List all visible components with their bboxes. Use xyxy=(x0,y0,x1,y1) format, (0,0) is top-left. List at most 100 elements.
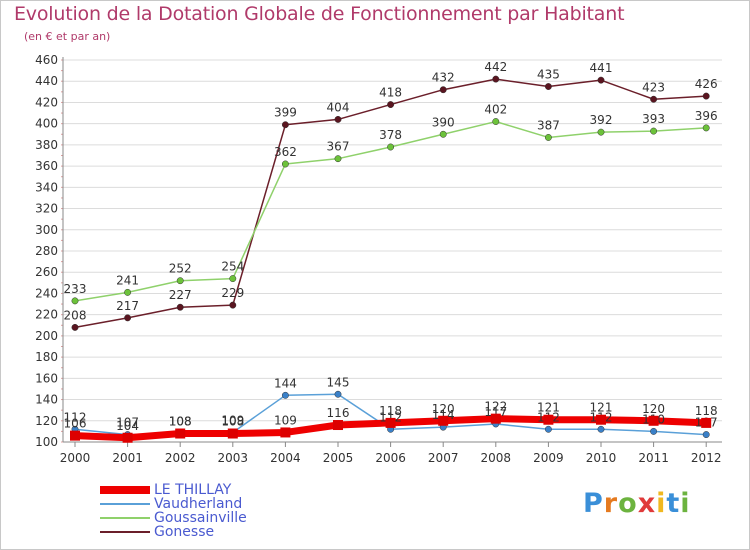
x-tick-label: 2004 xyxy=(270,451,301,465)
data-label-le-thillay: 121 xyxy=(537,401,560,415)
data-point-le-thillay xyxy=(648,415,659,426)
legend-label: Goussainville xyxy=(154,510,247,526)
data-label-vaudherland: 112 xyxy=(379,410,402,424)
chart-subtitle: (en € et par an) xyxy=(24,30,111,43)
y-tick-label: 200 xyxy=(35,329,58,343)
y-tick-label: 380 xyxy=(35,138,58,152)
x-tick-label: 2001 xyxy=(112,451,143,465)
data-point-gonesse xyxy=(124,314,132,322)
data-label-gonesse: 208 xyxy=(64,308,87,322)
chart-title: Evolution de la Dotation Globale de Fonc… xyxy=(14,3,625,25)
data-label-goussainville: 233 xyxy=(64,282,87,296)
data-point-le-thillay xyxy=(227,428,238,439)
data-point-gonesse xyxy=(650,95,658,103)
x-tick-label: 2009 xyxy=(533,451,564,465)
data-point-gonesse xyxy=(439,86,447,94)
legend-swatch xyxy=(100,503,150,505)
data-label-le-thillay: 108 xyxy=(221,415,244,429)
legend-item: Gonesse xyxy=(100,525,247,539)
data-label-vaudherland: 109 xyxy=(221,413,244,427)
data-label-vaudherland: 114 xyxy=(432,408,455,422)
data-label-goussainville: 396 xyxy=(695,109,718,123)
y-tick-label: 460 xyxy=(35,53,58,67)
data-label-goussainville: 241 xyxy=(116,273,139,287)
data-point-vaudherland xyxy=(650,427,658,435)
data-label-goussainville: 378 xyxy=(379,128,402,142)
data-point-goussainville xyxy=(176,277,184,285)
data-point-gonesse xyxy=(229,301,237,309)
data-point-goussainville xyxy=(281,160,289,168)
data-point-goussainville xyxy=(229,275,237,283)
data-label-goussainville: 387 xyxy=(537,118,560,132)
legend-swatch xyxy=(100,486,150,494)
data-label-vaudherland: 107 xyxy=(116,416,139,430)
data-label-vaudherland: 117 xyxy=(484,405,507,419)
legend-swatch xyxy=(100,531,150,533)
data-label-goussainville: 393 xyxy=(642,112,665,126)
data-label-gonesse: 426 xyxy=(695,77,718,91)
x-tick-label: 2011 xyxy=(638,451,669,465)
data-point-goussainville xyxy=(334,155,342,163)
y-tick-label: 240 xyxy=(35,286,58,300)
data-point-vaudherland xyxy=(544,425,552,433)
legend-label: LE THILLAY xyxy=(154,482,232,498)
y-tick-label: 220 xyxy=(35,308,58,322)
data-label-gonesse: 399 xyxy=(274,106,297,120)
chart-legend: LE THILLAY Vaudherland Goussainville Goness… xyxy=(100,483,247,539)
y-tick-label: 320 xyxy=(35,202,58,216)
data-label-gonesse: 435 xyxy=(537,68,560,82)
data-label-goussainville: 402 xyxy=(484,103,507,117)
data-point-le-thillay xyxy=(333,420,343,431)
data-point-le-thillay xyxy=(385,417,396,428)
data-point-le-thillay xyxy=(596,414,606,425)
y-tick-label: 140 xyxy=(35,393,58,407)
data-point-le-thillay xyxy=(280,427,291,438)
data-point-le-thillay xyxy=(701,417,712,428)
proxiti-logo: Proxiti xyxy=(583,488,691,519)
data-point-goussainville xyxy=(124,288,132,296)
x-tick-label: 2000 xyxy=(60,451,91,465)
data-label-gonesse: 418 xyxy=(379,86,402,100)
y-tick-label: 300 xyxy=(35,223,58,237)
data-label-le-thillay: 104 xyxy=(116,419,139,433)
data-point-goussainville xyxy=(597,128,605,136)
data-label-gonesse: 442 xyxy=(484,60,507,74)
legend-item: Vaudherland xyxy=(100,497,247,511)
data-point-goussainville xyxy=(544,134,552,141)
data-label-vaudherland: 145 xyxy=(327,375,350,389)
legend-swatch xyxy=(100,517,150,519)
data-label-gonesse: 432 xyxy=(432,71,455,85)
data-label-le-thillay: 109 xyxy=(274,413,297,427)
y-tick-label: 160 xyxy=(35,371,58,385)
data-point-le-thillay xyxy=(438,415,449,426)
data-label-le-thillay: 118 xyxy=(695,404,718,418)
data-point-gonesse xyxy=(702,92,710,100)
data-point-vaudherland xyxy=(334,390,342,398)
data-point-gonesse xyxy=(492,75,500,83)
legend-label: Vaudherland xyxy=(154,496,243,512)
data-label-goussainville: 367 xyxy=(327,140,350,154)
y-tick-label: 360 xyxy=(35,159,58,173)
y-tick-label: 280 xyxy=(35,244,58,258)
legend-item: Goussainville xyxy=(100,511,247,525)
y-tick-label: 440 xyxy=(35,74,58,88)
data-point-goussainville xyxy=(492,118,500,125)
data-label-le-thillay: 121 xyxy=(590,401,613,415)
data-label-gonesse: 227 xyxy=(169,288,192,302)
data-point-le-thillay xyxy=(175,428,186,439)
data-point-gonesse xyxy=(387,101,395,109)
data-point-goussainville xyxy=(387,143,395,151)
data-label-le-thillay: 120 xyxy=(642,402,665,416)
y-tick-label: 400 xyxy=(35,117,58,131)
x-tick-label: 2002 xyxy=(165,451,196,465)
data-point-gonesse xyxy=(544,83,552,90)
data-point-gonesse xyxy=(176,303,184,311)
data-point-le-thillay xyxy=(70,430,80,441)
data-label-le-thillay: 106 xyxy=(64,417,87,431)
data-label-goussainville: 254 xyxy=(221,260,244,274)
data-label-le-thillay: 116 xyxy=(327,406,350,420)
y-tick-label: 120 xyxy=(35,414,58,428)
data-point-gonesse xyxy=(281,121,289,129)
data-label-goussainville: 252 xyxy=(169,262,192,276)
